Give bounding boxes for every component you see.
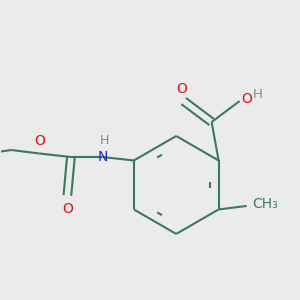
- Text: O: O: [34, 134, 45, 148]
- Text: H: H: [253, 88, 263, 101]
- Text: O: O: [241, 92, 252, 106]
- Text: N: N: [97, 150, 107, 164]
- Text: O: O: [62, 202, 73, 216]
- Text: H: H: [99, 134, 109, 147]
- Text: O: O: [176, 82, 187, 97]
- Text: CH₃: CH₃: [252, 197, 278, 211]
